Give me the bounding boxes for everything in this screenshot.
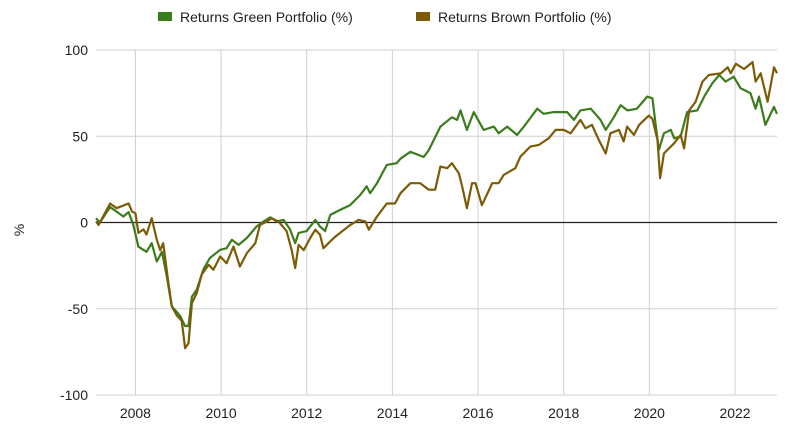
y-axis-label: % xyxy=(11,224,27,236)
series-lines xyxy=(95,61,779,350)
x-tick-label: 2022 xyxy=(719,405,750,421)
y-tick-labels: -100 -50 0 50 100 xyxy=(60,42,88,403)
x-tick-label: 2016 xyxy=(462,405,493,421)
legend-swatch-brown xyxy=(416,12,430,21)
legend-label-brown: Returns Brown Portfolio (%) xyxy=(438,9,612,25)
y-tick-label: 0 xyxy=(80,215,88,231)
x-tick-label: 2010 xyxy=(205,405,236,421)
series-line-green xyxy=(95,73,779,328)
x-tick-label: 2014 xyxy=(377,405,408,421)
x-tick-label: 2012 xyxy=(291,405,322,421)
x-tick-label: 2008 xyxy=(120,405,151,421)
legend-item-brown[interactable]: Returns Brown Portfolio (%) xyxy=(416,9,612,25)
y-tick-label: 50 xyxy=(72,128,88,144)
x-tick-labels: 2008 2010 2012 2014 2016 2018 2020 2022 xyxy=(120,405,751,421)
series-line-brown xyxy=(95,61,778,350)
y-tick-label: 100 xyxy=(65,42,89,58)
y-tick-label: -50 xyxy=(68,301,88,317)
x-tick-label: 2018 xyxy=(548,405,579,421)
legend-swatch-green xyxy=(158,12,172,21)
legend: Returns Green Portfolio (%) Returns Brow… xyxy=(158,9,612,25)
x-tick-label: 2020 xyxy=(634,405,665,421)
legend-item-green[interactable]: Returns Green Portfolio (%) xyxy=(158,9,353,25)
y-tick-label: -100 xyxy=(60,387,88,403)
legend-label-green: Returns Green Portfolio (%) xyxy=(180,9,353,25)
